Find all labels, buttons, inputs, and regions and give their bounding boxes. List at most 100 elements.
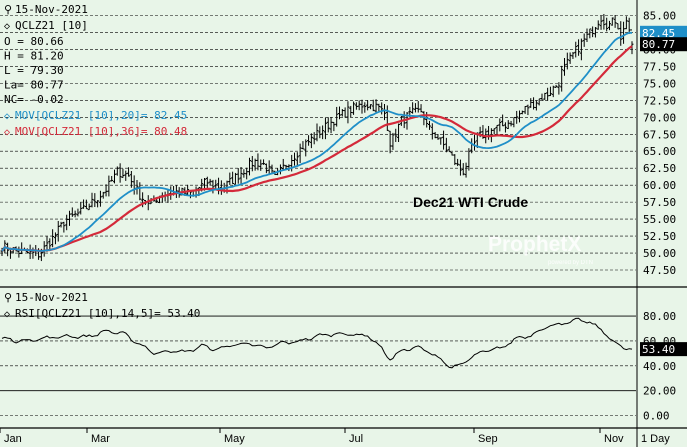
ohlc-bar xyxy=(186,184,190,195)
price-axis-ticks: 47.50 50.00 52.50 55.00 57.50 60.00 62.50 65.00… xyxy=(643,10,676,278)
ohlc-bar xyxy=(608,20,611,31)
ohlc-bar xyxy=(546,87,550,101)
diamond-icon: ◇ xyxy=(4,21,10,32)
price-tick-label: 57.50 xyxy=(643,196,676,209)
ohlc-bar xyxy=(624,16,628,30)
ohlc-bar xyxy=(577,39,581,56)
ohlc-bar xyxy=(391,132,395,150)
ohlc-bar xyxy=(343,107,347,118)
ma-20-label: MOV[QCLZ21 [10],20]= 82.45 xyxy=(15,109,187,122)
ohlc-bar xyxy=(338,106,341,120)
ohlc-bar xyxy=(368,104,372,110)
ohlc-bar xyxy=(239,166,243,185)
ohlc-bar xyxy=(416,101,420,113)
ohlc-bar xyxy=(363,102,367,113)
ohlc-bar xyxy=(96,200,100,208)
interval-label[interactable]: 1 Day xyxy=(641,433,670,445)
rsi-value-badge: 53.40 xyxy=(640,342,687,357)
ohlc-bar xyxy=(318,126,322,139)
ohlc-bar xyxy=(515,110,519,124)
ohlc-bar xyxy=(571,52,575,59)
ohlc-bar xyxy=(65,214,69,231)
ohlc-bar xyxy=(110,175,114,182)
ohlc-bar xyxy=(627,17,631,34)
ohlc-bar xyxy=(295,152,299,166)
ohlc-bar xyxy=(73,210,77,218)
ohlc-bar xyxy=(467,148,471,171)
ohlc-readout: O = 80.66 H = 81.20L = 79.30 La= 80.77NC= … xyxy=(4,35,64,106)
ohlc-bar xyxy=(53,232,57,245)
ohlc-nc-value: NC= -0.02 xyxy=(4,93,64,106)
ohlc-bar xyxy=(233,172,237,185)
ohlc-bar xyxy=(357,100,361,111)
ohlc-bar xyxy=(563,58,566,76)
ohlc-bar xyxy=(506,120,510,130)
rsi-tick-label: 40.00 xyxy=(643,360,676,373)
ohlc-bar xyxy=(380,102,384,115)
ohlc-bar xyxy=(6,242,10,257)
price-tick-label: 75.00 xyxy=(643,77,676,90)
ohlc-bar xyxy=(551,85,555,98)
ohlc-bar xyxy=(250,156,254,172)
rsi-badge-value: 53.40 xyxy=(642,343,675,356)
ohlc-bar xyxy=(48,238,52,250)
watermark-logo: ProphetX xyxy=(488,233,581,256)
ohlc-bar xyxy=(534,100,538,111)
ohlc-bar xyxy=(79,202,83,215)
ohlc-bar xyxy=(214,179,218,190)
ohlc-bar xyxy=(495,124,499,135)
ohlc-bar xyxy=(413,103,417,113)
month-label: Jul xyxy=(349,433,363,445)
ohlc-bar xyxy=(366,100,370,111)
price-badge-value: 82.45 xyxy=(642,27,675,40)
ohlc-bar xyxy=(599,15,603,30)
ohlc-bar xyxy=(501,114,505,127)
price-tick-label: 55.00 xyxy=(643,213,676,226)
ma-20-line xyxy=(1,31,632,252)
ohlc-l-value: L = 79.30 xyxy=(4,64,64,77)
ohlc-bar xyxy=(512,116,516,128)
rsi-line xyxy=(1,317,633,369)
ohlc-bar xyxy=(329,117,333,134)
rsi-tick-label: 80.00 xyxy=(643,310,676,323)
ohlc-bar xyxy=(304,139,308,157)
ohlc-bar xyxy=(281,158,285,171)
ohlc-bar xyxy=(87,203,91,211)
ohlc-bar xyxy=(115,166,119,176)
ohlc-bar xyxy=(323,117,327,140)
rsi-tick-label: 0.00 xyxy=(643,410,670,423)
ohlc-bar xyxy=(444,137,448,153)
ma-20-diamond-icon: ◇ xyxy=(4,111,10,122)
ohlc-bar xyxy=(520,110,524,115)
ohlc-bar xyxy=(124,170,128,181)
ohlc-bar xyxy=(450,151,454,156)
ma-36-diamond-icon: ◇ xyxy=(4,127,10,138)
chart-annotation: Dec21 WTI Crude xyxy=(413,194,528,210)
ohlc-bar xyxy=(447,146,451,153)
ma-36-line xyxy=(1,45,633,253)
ohlc-bar xyxy=(68,210,71,226)
ohlc-bar xyxy=(548,86,552,97)
ohlc-bar xyxy=(616,23,620,30)
ohlc-bar xyxy=(442,130,446,150)
month-label: May xyxy=(224,433,245,445)
ohlc-bar xyxy=(309,133,313,149)
ohlc-h-value: H = 81.20 xyxy=(4,50,64,63)
price-badge: 82.45 xyxy=(640,25,687,40)
rsi-badge-box xyxy=(640,342,687,357)
price-tick-label: 62.50 xyxy=(643,162,676,175)
ohlc-bar xyxy=(90,192,94,208)
ohlc-bar xyxy=(602,13,606,30)
ohlc-bar xyxy=(267,160,271,176)
ohlc-bar xyxy=(118,163,122,183)
ohlc-bar xyxy=(62,221,66,233)
ohlc-bar xyxy=(385,105,389,131)
ohlc-bar xyxy=(388,130,392,154)
ohlc-bar xyxy=(51,229,55,248)
ohlc-bar xyxy=(394,128,398,142)
price-date: 15-Nov-2021 xyxy=(15,3,88,16)
ohlc-bar xyxy=(557,82,561,95)
ohlc-bar xyxy=(256,153,260,171)
ohlc-bar xyxy=(298,143,302,163)
